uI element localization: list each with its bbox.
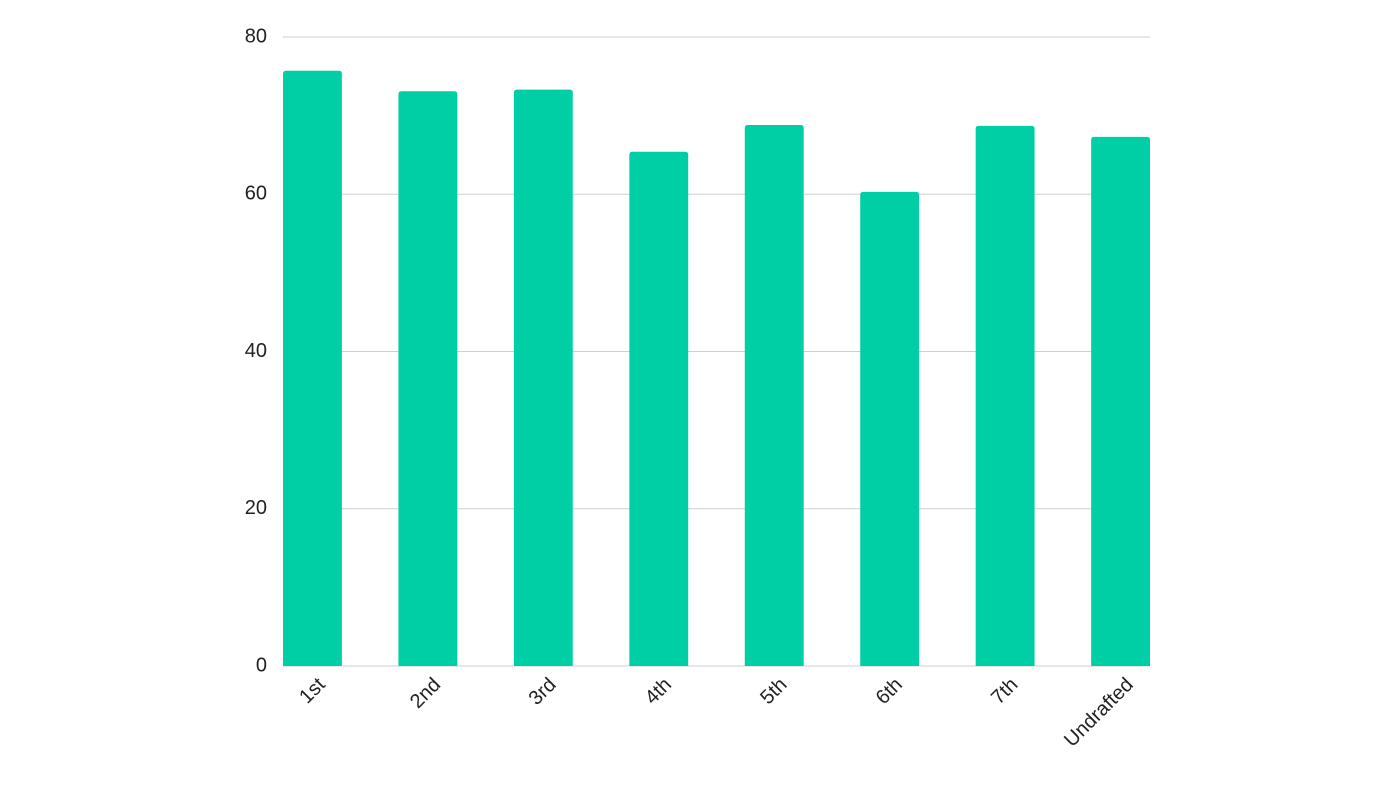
x-tick-label: 3rd (525, 674, 561, 710)
bar (975, 125, 1035, 666)
y-tick-label: 80 (245, 25, 267, 47)
bar (283, 70, 342, 667)
x-tick-label: Undrafted (1060, 674, 1138, 752)
x-tick-label: 1st (295, 673, 330, 708)
bar (1091, 136, 1150, 666)
bar (513, 89, 573, 666)
x-tick-label: 7th (987, 674, 1022, 709)
y-tick-label: 60 (245, 183, 267, 205)
bar (398, 91, 458, 667)
bar (860, 191, 920, 667)
bar (744, 125, 804, 666)
x-tick-label: 4th (641, 674, 676, 709)
x-tick-label: 5th (756, 674, 791, 709)
y-tick-label: 20 (245, 497, 267, 519)
x-tick-label: 2nd (406, 674, 445, 713)
x-tick-label: 6th (872, 674, 907, 709)
y-tick-label: 0 (256, 654, 267, 676)
bar (629, 151, 689, 667)
y-tick-label: 40 (245, 340, 267, 362)
